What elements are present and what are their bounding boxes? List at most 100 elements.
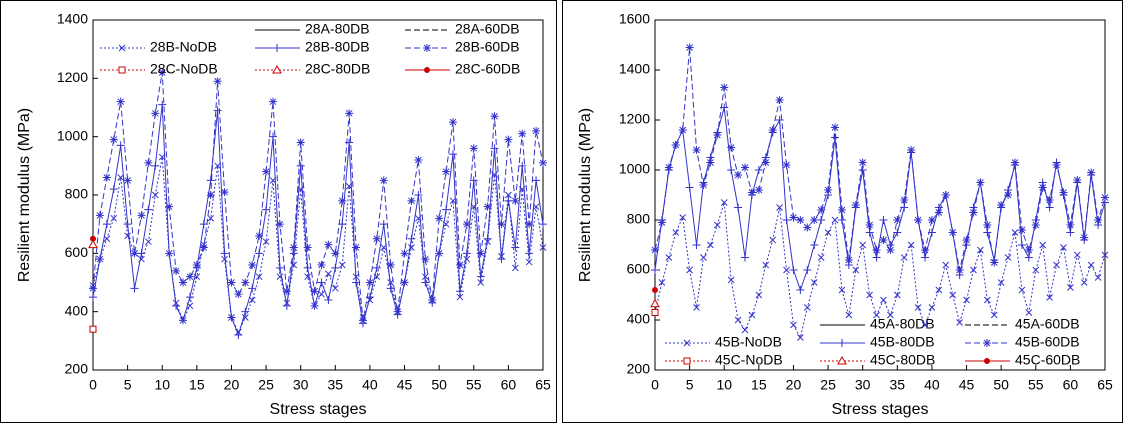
marker — [102, 220, 111, 229]
marker — [539, 158, 547, 167]
marker — [241, 278, 250, 287]
marker — [124, 232, 131, 240]
marker — [1067, 284, 1074, 291]
legend-label: 45C-NoDB — [715, 352, 783, 368]
marker — [650, 298, 660, 308]
marker — [671, 141, 680, 149]
marker — [89, 284, 97, 293]
marker — [449, 150, 457, 159]
marker — [761, 158, 770, 167]
marker — [511, 196, 520, 205]
marker — [783, 266, 790, 274]
marker — [144, 158, 153, 167]
marker — [747, 188, 756, 197]
marker — [831, 133, 839, 142]
x-tick-label: 40 — [362, 377, 378, 393]
marker — [700, 254, 707, 261]
marker — [741, 326, 749, 334]
marker — [118, 44, 126, 52]
marker — [900, 196, 909, 204]
marker — [775, 96, 784, 104]
marker — [220, 188, 229, 197]
marker — [810, 279, 818, 286]
marker — [165, 249, 174, 258]
marker — [137, 211, 146, 220]
x-tick-label: 15 — [189, 377, 205, 393]
marker — [310, 301, 319, 310]
marker — [990, 258, 999, 267]
marker — [158, 68, 167, 77]
x-tick-label: 60 — [1063, 377, 1079, 393]
marker — [213, 77, 222, 86]
marker — [741, 163, 749, 172]
marker — [734, 171, 743, 179]
marker — [727, 166, 736, 174]
x-tick-label: 45 — [397, 377, 413, 393]
marker — [539, 244, 547, 251]
marker — [914, 304, 922, 311]
marker — [206, 191, 215, 199]
marker — [776, 204, 783, 211]
marker — [844, 256, 853, 264]
marker — [110, 214, 118, 222]
marker — [275, 263, 284, 272]
x-axis-title: Stress stages — [270, 401, 367, 418]
x-tick-label: 65 — [1097, 377, 1113, 393]
marker — [234, 290, 243, 299]
marker — [817, 206, 826, 214]
marker — [927, 216, 936, 224]
marker — [664, 163, 673, 172]
marker — [941, 191, 950, 199]
marker — [824, 186, 833, 194]
x-tick-label: 25 — [258, 377, 274, 393]
marker — [116, 141, 125, 150]
marker — [318, 290, 325, 298]
marker — [657, 218, 666, 227]
x-tick-label: 0 — [89, 377, 97, 393]
marker — [455, 261, 464, 269]
marker — [248, 284, 257, 293]
marker — [116, 97, 125, 106]
marker — [352, 278, 361, 287]
marker — [130, 284, 139, 293]
marker — [665, 254, 673, 261]
marker — [220, 249, 229, 258]
marker — [837, 206, 846, 214]
x-tick-label: 5 — [124, 377, 132, 393]
legend-label: 45B-NoDB — [715, 334, 782, 350]
marker — [983, 296, 991, 304]
marker — [490, 144, 499, 153]
marker — [1045, 203, 1054, 212]
marker — [214, 162, 221, 170]
y-axis-title: Resilient modulus (MPa) — [577, 108, 594, 282]
marker — [123, 176, 132, 185]
marker — [158, 100, 167, 109]
x-tick-label: 35 — [890, 377, 906, 393]
marker — [442, 167, 451, 176]
marker — [421, 255, 430, 264]
marker — [317, 278, 326, 287]
x-tick-label: 20 — [224, 377, 240, 393]
marker — [310, 287, 319, 296]
marker — [296, 161, 305, 170]
marker — [880, 296, 887, 304]
marker — [88, 239, 98, 249]
marker — [185, 293, 194, 302]
marker — [1087, 261, 1095, 269]
marker — [414, 156, 423, 164]
marker — [672, 229, 680, 236]
marker — [713, 221, 721, 229]
marker — [865, 228, 874, 237]
marker — [824, 229, 832, 236]
marker — [754, 186, 763, 194]
marker — [532, 126, 541, 135]
legend-label: 45B-80DB — [870, 334, 935, 350]
marker — [1053, 261, 1060, 269]
marker — [1011, 158, 1019, 167]
marker — [956, 319, 963, 326]
x-tick-label: 50 — [431, 377, 447, 393]
series-line — [654, 107, 1106, 292]
x-tick-label: 35 — [328, 377, 344, 393]
marker — [1032, 266, 1040, 274]
marker — [865, 221, 874, 229]
